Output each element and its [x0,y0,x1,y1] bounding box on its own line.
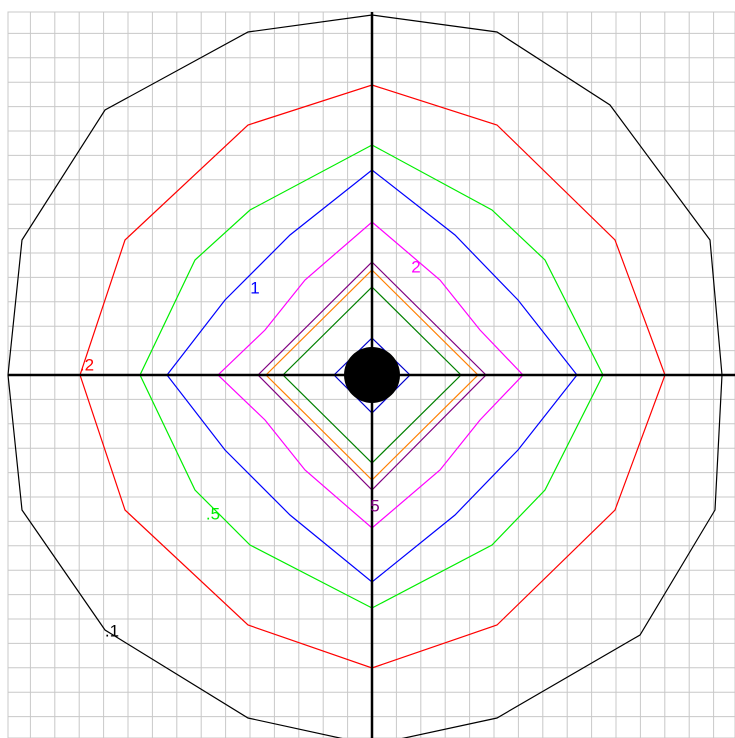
contour-label: 5 [370,496,379,515]
contour-label: .5 [206,504,220,523]
contour-line [7,14,723,738]
center-source [344,347,400,403]
contour-label: .1 [105,621,119,640]
contour-labels: .1 .2 .5 1 2 5 [80,257,421,640]
contour-label: 1 [250,278,259,297]
contour-label: .2 [80,355,94,374]
contour-label: 2 [411,257,420,276]
